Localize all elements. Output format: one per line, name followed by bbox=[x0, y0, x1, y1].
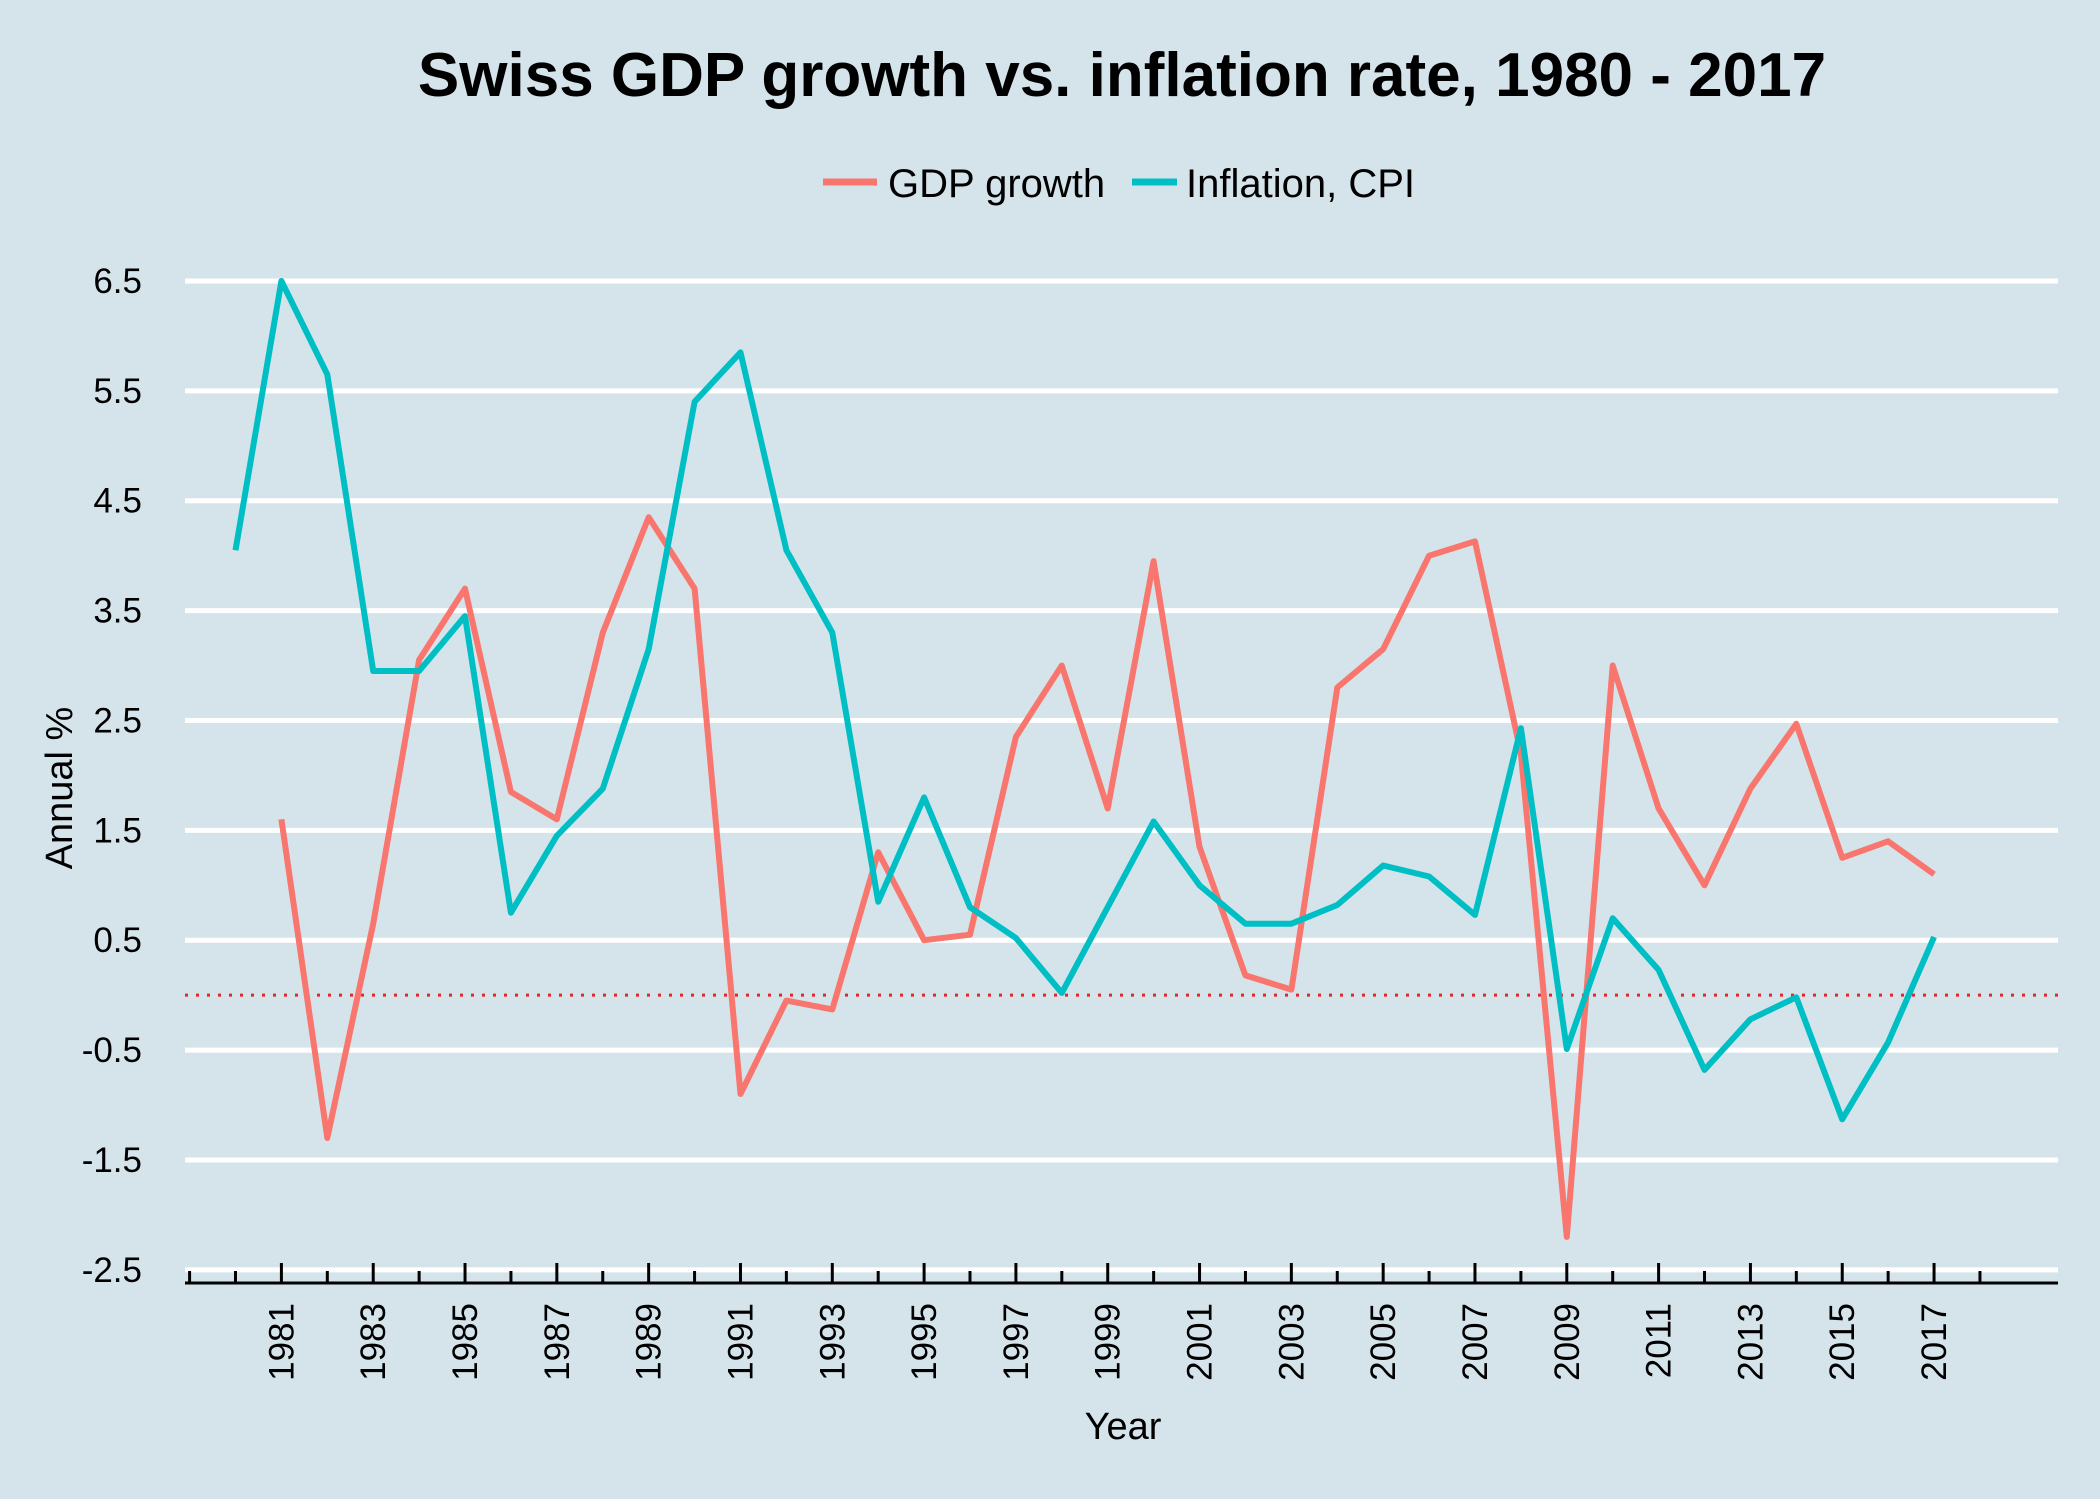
x-axis-ticks bbox=[188, 1263, 1982, 1283]
x-tick-label: 1991 bbox=[722, 1303, 761, 1381]
series-line-gdp-growth bbox=[278, 514, 1936, 1240]
x-tick-label: 2003 bbox=[1272, 1303, 1311, 1381]
y-tick-label: -0.5 bbox=[82, 1031, 142, 1070]
x-tick-label: 2007 bbox=[1456, 1303, 1495, 1381]
y-tick-label: 4.5 bbox=[93, 482, 142, 521]
x-tick-label: 2001 bbox=[1181, 1303, 1220, 1381]
x-tick-label: 1989 bbox=[630, 1303, 669, 1381]
y-tick-label: -1.5 bbox=[82, 1141, 142, 1180]
y-tick-label: 6.5 bbox=[93, 262, 142, 301]
x-tick-label: 1983 bbox=[354, 1303, 393, 1381]
x-tick-label: 2005 bbox=[1364, 1303, 1403, 1381]
x-tick-label: 1987 bbox=[538, 1303, 577, 1381]
y-axis-tick-labels: -2.5 -1.5 -0.5 0.5 1.5 2.5 3.5 4.5 5.5 6.5 bbox=[82, 262, 142, 1290]
legend: GDP growth Inflation, CPI bbox=[823, 162, 1415, 206]
series-line-inflation-cpi bbox=[232, 278, 1937, 1123]
x-tick-label: 2011 bbox=[1640, 1303, 1679, 1378]
y-tick-label: 2.5 bbox=[93, 701, 142, 740]
y-tick-label: -2.5 bbox=[82, 1251, 142, 1290]
chart-title: Swiss GDP growth vs. inflation rate, 198… bbox=[418, 41, 1826, 110]
x-tick-label: 1993 bbox=[813, 1303, 852, 1381]
x-axis-tick-labels: 1981 1983 1985 1987 1989 1991 1993 1995 1997 1999… bbox=[262, 1303, 1954, 1381]
legend-label-inflation-cpi: Inflation, CPI bbox=[1186, 162, 1415, 206]
legend-label-gdp-growth: GDP growth bbox=[888, 162, 1105, 206]
x-tick-label: 2009 bbox=[1548, 1303, 1587, 1381]
y-tick-label: 0.5 bbox=[93, 921, 142, 960]
x-tick-label: 2013 bbox=[1731, 1303, 1770, 1381]
x-tick-label: 2017 bbox=[1915, 1303, 1954, 1381]
x-tick-label: 1981 bbox=[262, 1303, 301, 1381]
y-axis-title: Annual % bbox=[39, 707, 81, 870]
y-tick-label: 1.5 bbox=[93, 811, 142, 850]
x-tick-label: 1997 bbox=[997, 1303, 1036, 1381]
x-tick-label: 1985 bbox=[446, 1303, 485, 1381]
x-tick-label: 1995 bbox=[905, 1303, 944, 1381]
x-axis-title: Year bbox=[1085, 1406, 1162, 1448]
x-tick-label: 1999 bbox=[1089, 1303, 1128, 1381]
x-tick-label: 2015 bbox=[1823, 1303, 1862, 1381]
y-tick-label: 3.5 bbox=[93, 592, 142, 631]
y-tick-label: 5.5 bbox=[93, 372, 142, 411]
series-lines bbox=[232, 278, 1937, 1240]
